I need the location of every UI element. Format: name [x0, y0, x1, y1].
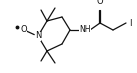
Text: NH: NH	[79, 25, 91, 35]
Text: I: I	[129, 18, 131, 28]
Text: O: O	[21, 25, 27, 34]
Text: N: N	[35, 32, 41, 41]
Text: O: O	[97, 0, 103, 6]
